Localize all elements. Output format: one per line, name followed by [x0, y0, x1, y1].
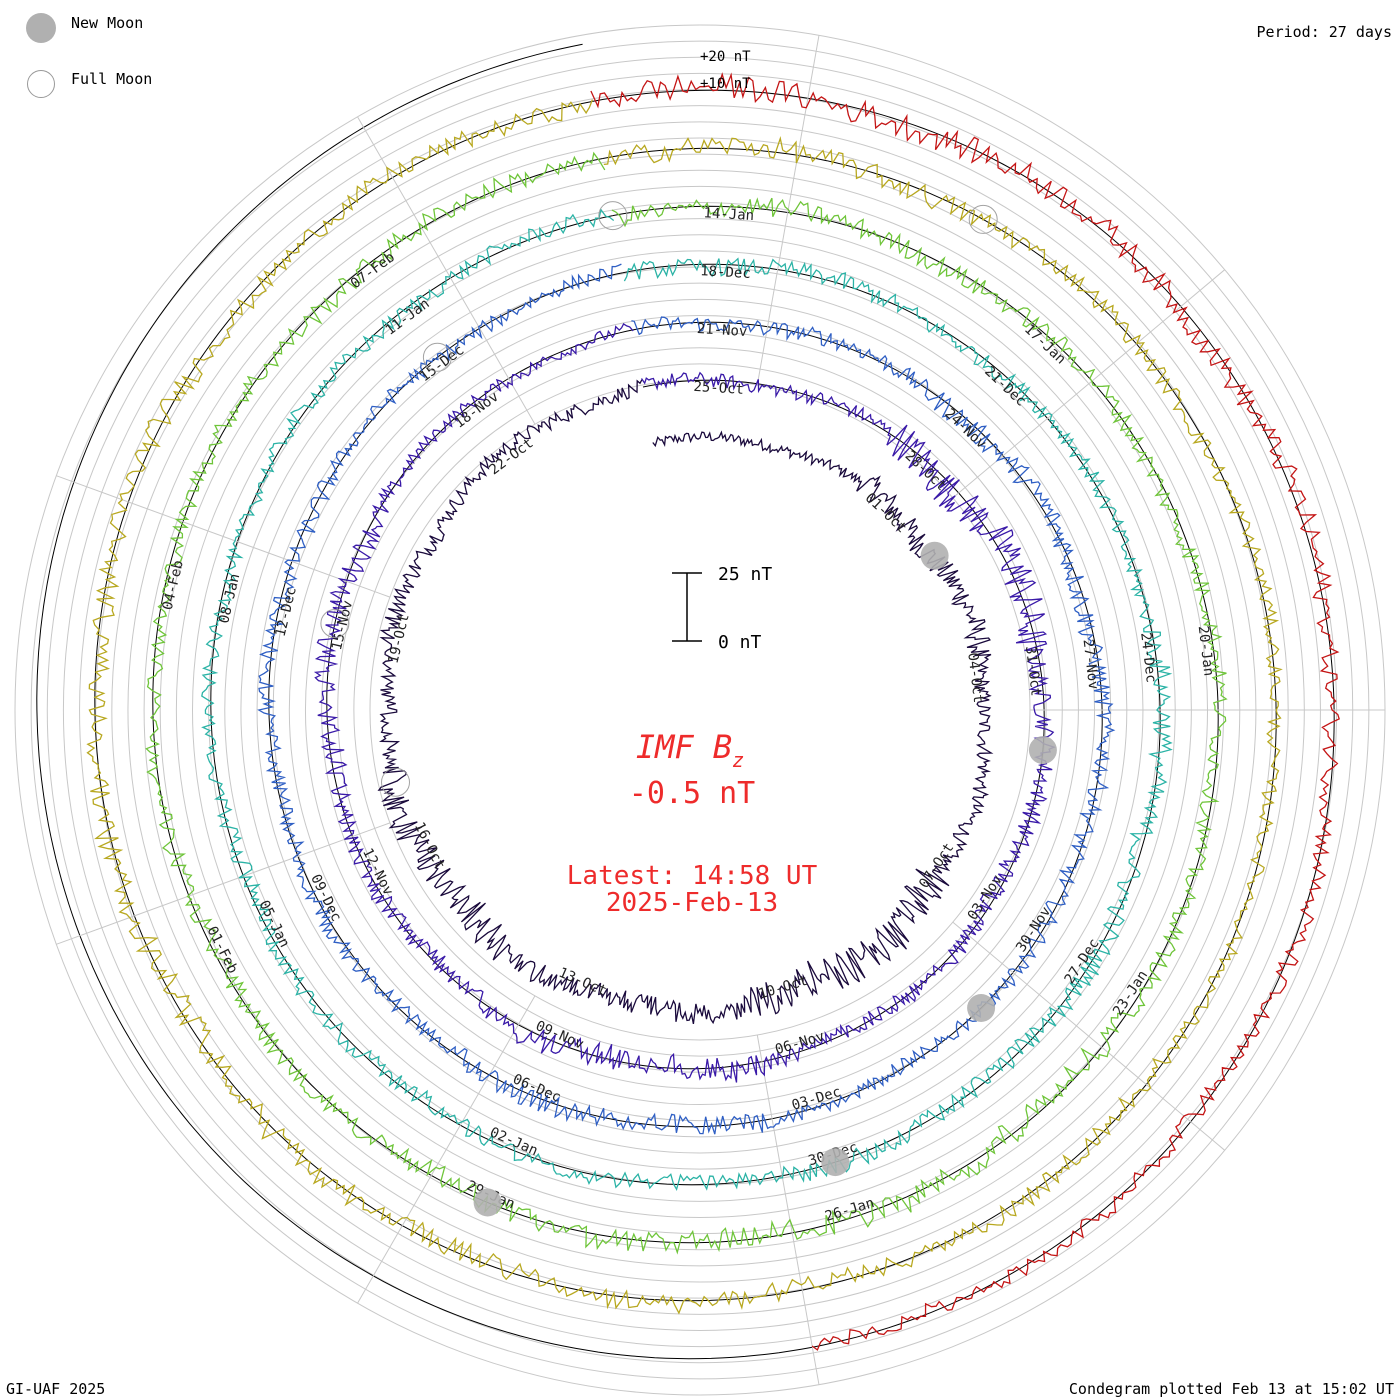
center-title-main: IMF B: [636, 728, 732, 766]
date-label: 04-Oct: [964, 652, 986, 704]
series-trace-cycle-6: [86, 99, 1283, 1315]
center-title: IMF Bz: [636, 728, 744, 772]
scale-bar-top-label: 25 nT: [718, 564, 772, 585]
new-moon-marker: [967, 994, 996, 1022]
date-label: 04-Feb: [160, 559, 187, 612]
date-label: 24-Dec: [1137, 632, 1159, 684]
date-label: 11-Jan: [383, 296, 433, 339]
date-label: 14-Jan: [703, 205, 754, 224]
date-label: 24-Nov: [941, 406, 989, 452]
date-label: 08-Jan: [216, 572, 243, 625]
date-label: 01-Oct: [862, 490, 910, 536]
date-label: 03-Dec: [790, 1084, 843, 1114]
date-label: 13-Oct: [556, 965, 609, 1000]
date-label: 30-Nov: [1013, 904, 1054, 955]
moon-layer: [320, 201, 1057, 1217]
full-moon-marker: [381, 767, 410, 797]
date-label: 20-Jan: [1195, 625, 1217, 677]
series-trace-cycle-2: [313, 322, 1056, 1083]
new-moon-marker: [1028, 736, 1057, 765]
date-label: 16-Oct: [411, 820, 448, 872]
full-moon-marker: [598, 201, 628, 231]
new-moon-legend-label: New Moon: [71, 14, 144, 32]
grid-spoke: [56, 822, 391, 945]
date-label: 07-Feb: [348, 249, 398, 292]
grid-spoke: [952, 921, 1226, 1151]
latest-time: Latest: 14:58 UT: [567, 861, 818, 891]
series-trace-cycle-7: [590, 72, 1340, 1351]
latest-date: 2025-Feb-13: [606, 888, 778, 918]
grid-spoke: [357, 995, 536, 1304]
series-trace-cycle-3: [257, 263, 1116, 1135]
new-moon-marker: [473, 1188, 502, 1217]
date-label: 23-Jan: [1110, 968, 1151, 1019]
zero-baseline: [36, 43, 1335, 1360]
grid-spoke: [756, 1034, 820, 1385]
period-label: Period: 27 days: [1256, 23, 1392, 41]
center-value: -0.5 nT: [629, 776, 755, 811]
date-label: 27-Nov: [1080, 638, 1102, 690]
center-title-sub: z: [732, 748, 744, 772]
grid-ring: [353, 363, 1047, 1057]
series-trace-cycle-1: [377, 379, 994, 1025]
spoke-layer: [56, 35, 1385, 1385]
grid-ring: [321, 331, 1079, 1089]
date-label: 21-Nov: [696, 321, 747, 340]
series-trace-cycle-4: [201, 208, 1173, 1191]
date-label: 12-Dec: [273, 585, 300, 638]
ring-label-20: +20 nT: [700, 49, 751, 65]
date-label: 18-Dec: [700, 263, 751, 282]
date-label: 27-Dec: [1062, 936, 1103, 987]
new-moon-marker: [821, 1148, 850, 1177]
scale-bar-bottom-label: 0 nT: [718, 632, 762, 653]
date-label: 09-Nov: [533, 1018, 586, 1053]
full-moon-marker: [968, 204, 998, 234]
date-label: 26-Jan: [823, 1195, 876, 1225]
new-moon-marker: [920, 541, 949, 570]
ring-label-10: +10 nT: [700, 76, 751, 92]
full-moon-legend-label: Full Moon: [71, 70, 153, 88]
full-moon-legend-icon: [27, 70, 55, 98]
credit-label: GI-UAF 2025: [6, 1380, 106, 1398]
scale-bar: 25 nT 0 nT: [672, 564, 772, 653]
date-label: 21-Dec: [981, 363, 1029, 409]
data-layer: [86, 72, 1340, 1351]
series-trace-cycle-5: [145, 151, 1228, 1255]
full-moon-marker: [320, 609, 350, 638]
zero-baseline: [152, 158, 1219, 1244]
date-label: 25-Oct: [693, 379, 744, 398]
date-label: 31-Oct: [1022, 645, 1044, 697]
new-moon-legend-icon: [26, 13, 56, 43]
date-label: 10-Oct: [757, 973, 810, 1003]
grid-spoke: [56, 475, 391, 598]
plotted-timestamp: Condegram plotted Feb 13 at 15:02 UT: [1068, 1380, 1394, 1398]
date-label: 06-Dec: [510, 1071, 563, 1106]
date-label: 07-Oct: [916, 840, 957, 891]
full-moon-marker: [422, 342, 452, 372]
date-label: 06-Nov: [773, 1028, 826, 1058]
